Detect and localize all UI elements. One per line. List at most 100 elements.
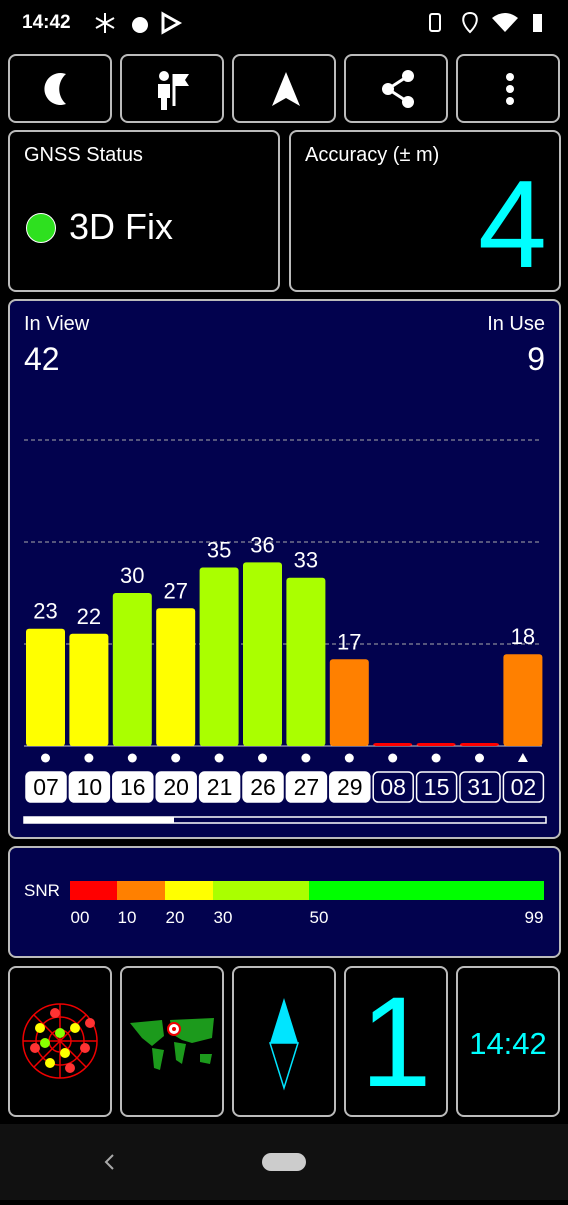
snr-bar bbox=[286, 577, 326, 746]
sky-plot-button[interactable] bbox=[8, 966, 112, 1117]
snr-tick: 50 bbox=[310, 908, 329, 927]
gnss-status-card: GNSS Status 3D Fix bbox=[8, 130, 280, 292]
sat-id-box bbox=[502, 771, 545, 803]
sat-id-box bbox=[242, 771, 284, 803]
snr-bar bbox=[373, 743, 413, 746]
snr-bar bbox=[329, 659, 369, 746]
snr-bar bbox=[199, 567, 239, 746]
sat-id: 10 bbox=[77, 774, 103, 800]
world-map-icon bbox=[130, 1018, 214, 1070]
more-button[interactable] bbox=[456, 54, 560, 123]
sat-id: 07 bbox=[33, 774, 59, 800]
sat-id: 15 bbox=[424, 774, 450, 800]
sat-id-box bbox=[198, 771, 241, 803]
icon bbox=[506, 73, 514, 105]
used-count-button[interactable]: 1 bbox=[344, 966, 448, 1117]
world-map-button[interactable] bbox=[120, 966, 224, 1117]
night-mode-button[interactable] bbox=[8, 54, 112, 123]
marker-dot bbox=[127, 753, 137, 763]
sat-id-box bbox=[25, 771, 67, 803]
snr-tick: 10 bbox=[118, 908, 137, 927]
sat-id-box bbox=[155, 771, 197, 803]
snr-bar bbox=[26, 628, 65, 746]
snr-label: 35 bbox=[207, 538, 231, 563]
status-time: 14:42 bbox=[22, 12, 71, 33]
snr-bar bbox=[69, 633, 109, 746]
fix-text: 3D Fix bbox=[69, 206, 174, 247]
sat-id: 27 bbox=[294, 774, 320, 800]
marker-dot bbox=[214, 753, 224, 763]
snr-label: 27 bbox=[163, 578, 187, 603]
sat-id: 08 bbox=[380, 774, 406, 800]
snr-label: 36 bbox=[250, 532, 274, 557]
used-count: 1 bbox=[360, 971, 432, 1114]
snr-tick: 00 bbox=[71, 908, 90, 927]
in-view-label: In View bbox=[24, 313, 90, 335]
in-use-value: 9 bbox=[527, 341, 545, 377]
sat-id: 26 bbox=[250, 774, 276, 800]
marker-dot bbox=[431, 753, 441, 763]
sat-id: 16 bbox=[120, 774, 146, 800]
snr-tick: 99 bbox=[525, 908, 544, 927]
snr-label: 18 bbox=[511, 624, 535, 649]
navigation-bar bbox=[0, 1124, 568, 1200]
scroll-thumb bbox=[24, 817, 174, 823]
sat-id-box bbox=[459, 771, 501, 803]
sat-id: 02 bbox=[511, 774, 537, 800]
fix-indicator bbox=[26, 213, 56, 243]
set-location-button[interactable] bbox=[120, 54, 224, 123]
snr-bar bbox=[416, 743, 456, 746]
sat-id-box bbox=[372, 771, 414, 803]
marker-dot bbox=[388, 753, 398, 763]
snr-legend: SNR 00 10 20 30 50 99 bbox=[24, 881, 544, 927]
snr-segment bbox=[165, 881, 213, 900]
status-icons-left bbox=[95, 11, 183, 35]
back-button[interactable] bbox=[104, 1154, 114, 1170]
marker-dot bbox=[41, 753, 50, 763]
icon bbox=[158, 71, 189, 110]
sat-id: 20 bbox=[163, 774, 189, 800]
snr-segment bbox=[213, 881, 309, 900]
sat-id-box bbox=[329, 771, 371, 803]
snr-bar bbox=[112, 593, 152, 746]
marker-dot bbox=[171, 753, 181, 763]
snr-bar bbox=[243, 562, 282, 746]
compass-button[interactable] bbox=[232, 966, 336, 1117]
compass-icon bbox=[268, 998, 300, 1091]
snr-tick: 30 bbox=[214, 908, 233, 927]
snr-label: 23 bbox=[33, 599, 57, 624]
snr-label: 17 bbox=[337, 629, 361, 654]
navigation-button[interactable] bbox=[232, 54, 336, 123]
sat-id-box bbox=[415, 771, 458, 803]
marker-dot bbox=[258, 753, 267, 763]
nav-buttons bbox=[104, 1153, 306, 1171]
snr-bar bbox=[503, 654, 543, 746]
share-button[interactable] bbox=[344, 54, 448, 123]
marker-triangle bbox=[517, 753, 528, 762]
icon bbox=[272, 72, 300, 106]
clock: 14:42 bbox=[469, 1026, 547, 1061]
marker-dot bbox=[301, 753, 311, 763]
snr-label: 33 bbox=[294, 548, 318, 573]
accuracy-card: Accuracy (± m) 4 bbox=[289, 130, 561, 292]
home-button[interactable] bbox=[262, 1153, 306, 1171]
snr-label: 22 bbox=[77, 604, 101, 629]
card-title: GNSS Status bbox=[24, 144, 143, 166]
snr-legend-panel: SNR 00 10 20 30 50 99 bbox=[8, 846, 561, 958]
sat-id: 21 bbox=[207, 774, 233, 800]
sat-id-box bbox=[68, 771, 111, 803]
sat-id-box bbox=[112, 771, 154, 803]
clock-button[interactable]: 14:42 bbox=[456, 966, 560, 1117]
icon bbox=[382, 70, 414, 108]
sky-plot-icon bbox=[22, 1003, 98, 1079]
snr-segment bbox=[309, 881, 544, 900]
sat-id-box bbox=[285, 771, 328, 803]
snr-label: SNR bbox=[24, 881, 60, 900]
accuracy-value: 4 bbox=[478, 156, 547, 294]
snr-bar-chart: 23 07 22 10 30 16 27 20 35 21 36 26 33 27 17 29 08 15 31 18… bbox=[23, 439, 547, 824]
satellite-panel: In View 42 In Use 9 23 07 22 10 30 16 27 20 35 21… bbox=[8, 299, 561, 839]
in-view-value: 42 bbox=[24, 341, 60, 377]
snr-bar bbox=[460, 743, 499, 746]
sat-id: 31 bbox=[467, 774, 493, 800]
